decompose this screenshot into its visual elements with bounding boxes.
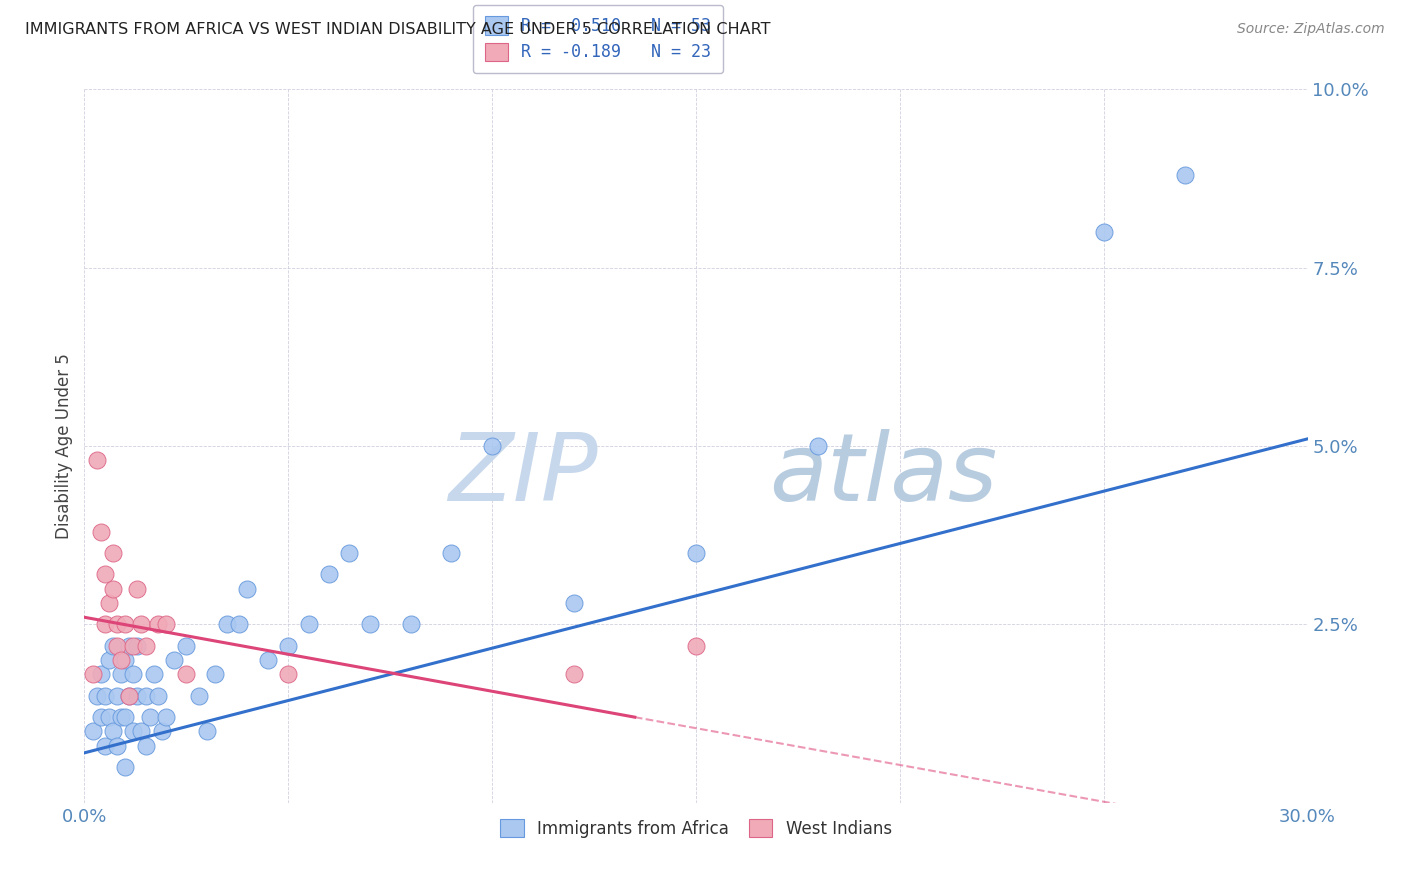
Point xyxy=(562,667,585,681)
Point xyxy=(127,639,149,653)
Point xyxy=(163,653,186,667)
Point xyxy=(97,653,120,667)
Point xyxy=(105,689,128,703)
Point xyxy=(90,710,112,724)
Point xyxy=(105,617,128,632)
Point xyxy=(131,724,153,739)
Point xyxy=(135,739,157,753)
Point xyxy=(228,617,250,632)
Point xyxy=(257,653,280,667)
Point xyxy=(155,617,177,632)
Point xyxy=(82,667,104,681)
Point xyxy=(204,667,226,681)
Point xyxy=(174,639,197,653)
Point xyxy=(277,639,299,653)
Point xyxy=(155,710,177,724)
Point xyxy=(93,739,115,753)
Point xyxy=(118,639,141,653)
Point xyxy=(1174,168,1197,182)
Point xyxy=(114,617,136,632)
Point xyxy=(150,724,173,739)
Point xyxy=(318,567,340,582)
Point xyxy=(135,689,157,703)
Point xyxy=(93,689,115,703)
Point xyxy=(101,546,124,560)
Legend: Immigrants from Africa, West Indians: Immigrants from Africa, West Indians xyxy=(491,809,901,848)
Point xyxy=(97,710,120,724)
Point xyxy=(277,667,299,681)
Point xyxy=(86,453,108,467)
Point xyxy=(685,639,707,653)
Point xyxy=(110,710,132,724)
Point xyxy=(114,760,136,774)
Point xyxy=(122,639,145,653)
Point xyxy=(105,739,128,753)
Point xyxy=(440,546,463,560)
Point xyxy=(138,710,160,724)
Text: atlas: atlas xyxy=(769,429,998,520)
Point xyxy=(174,667,197,681)
Point xyxy=(114,653,136,667)
Point xyxy=(236,582,259,596)
Point xyxy=(122,724,145,739)
Point xyxy=(146,617,169,632)
Point xyxy=(90,667,112,681)
Point xyxy=(142,667,165,681)
Text: ZIP: ZIP xyxy=(449,429,598,520)
Point xyxy=(82,724,104,739)
Y-axis label: Disability Age Under 5: Disability Age Under 5 xyxy=(55,353,73,539)
Point xyxy=(217,617,239,632)
Point xyxy=(110,653,132,667)
Point xyxy=(101,582,124,596)
Point xyxy=(195,724,218,739)
Point xyxy=(562,596,585,610)
Point xyxy=(1092,225,1115,239)
Point xyxy=(187,689,209,703)
Point xyxy=(101,724,124,739)
Point xyxy=(118,689,141,703)
Text: Source: ZipAtlas.com: Source: ZipAtlas.com xyxy=(1237,22,1385,37)
Point xyxy=(93,617,115,632)
Point xyxy=(685,546,707,560)
Point xyxy=(298,617,321,632)
Point xyxy=(135,639,157,653)
Point xyxy=(93,567,115,582)
Point xyxy=(339,546,361,560)
Point xyxy=(105,639,128,653)
Point xyxy=(399,617,422,632)
Point xyxy=(114,710,136,724)
Point xyxy=(90,524,112,539)
Point xyxy=(807,439,830,453)
Point xyxy=(481,439,503,453)
Point xyxy=(127,582,149,596)
Point xyxy=(97,596,120,610)
Point xyxy=(101,639,124,653)
Point xyxy=(122,667,145,681)
Point xyxy=(146,689,169,703)
Point xyxy=(118,689,141,703)
Point xyxy=(359,617,381,632)
Point xyxy=(127,689,149,703)
Point xyxy=(131,617,153,632)
Point xyxy=(86,689,108,703)
Point xyxy=(110,667,132,681)
Text: IMMIGRANTS FROM AFRICA VS WEST INDIAN DISABILITY AGE UNDER 5 CORRELATION CHART: IMMIGRANTS FROM AFRICA VS WEST INDIAN DI… xyxy=(25,22,770,37)
